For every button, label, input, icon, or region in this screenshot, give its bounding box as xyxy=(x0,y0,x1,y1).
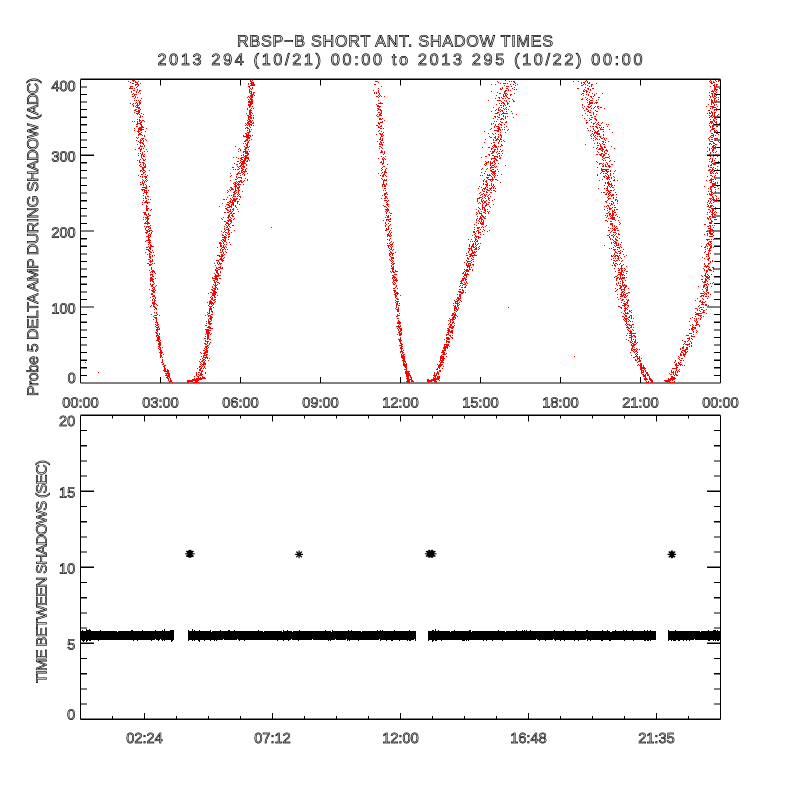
svg-text:21:00: 21:00 xyxy=(622,395,659,411)
svg-text:Probe 5 DELTA AMP DURING SHADO: Probe 5 DELTA AMP DURING SHADOW (ADC) xyxy=(25,78,42,396)
svg-text:09:00: 09:00 xyxy=(302,395,339,411)
svg-text:15: 15 xyxy=(59,486,75,502)
svg-text:0: 0 xyxy=(68,371,76,387)
svg-text:07:12: 07:12 xyxy=(254,731,291,747)
svg-text:18:00: 18:00 xyxy=(542,395,579,411)
svg-text:02:24: 02:24 xyxy=(126,731,163,747)
svg-text:12:00: 12:00 xyxy=(382,395,419,411)
svg-text:15:00: 15:00 xyxy=(462,395,499,411)
svg-text:5: 5 xyxy=(67,637,75,653)
svg-text:16:48: 16:48 xyxy=(510,731,547,747)
svg-text:0: 0 xyxy=(67,708,75,724)
svg-text:12:00: 12:00 xyxy=(382,731,419,747)
svg-text:00:00: 00:00 xyxy=(62,395,99,411)
svg-text:21:35: 21:35 xyxy=(638,731,675,747)
svg-text:300: 300 xyxy=(51,150,75,166)
svg-text:20: 20 xyxy=(59,414,75,430)
svg-text:200: 200 xyxy=(51,226,75,242)
svg-text:100: 100 xyxy=(51,302,75,318)
svg-text:400: 400 xyxy=(51,79,75,95)
svg-text:00:00: 00:00 xyxy=(702,395,739,411)
svg-text:10: 10 xyxy=(59,561,75,577)
svg-text:RBSP−B SHORT ANT. SHADOW TIMES: RBSP−B SHORT ANT. SHADOW TIMES xyxy=(237,33,553,51)
svg-text:TIME BETWEEN SHADOWS (SEC): TIME BETWEEN SHADOWS (SEC) xyxy=(35,460,51,683)
svg-text:03:00: 03:00 xyxy=(142,395,179,411)
svg-text:06:00: 06:00 xyxy=(222,395,259,411)
svg-text:2013 294 (10/21) 00:00 to 2013: 2013 294 (10/21) 00:00 to 2013 295 (10/2… xyxy=(158,51,643,69)
